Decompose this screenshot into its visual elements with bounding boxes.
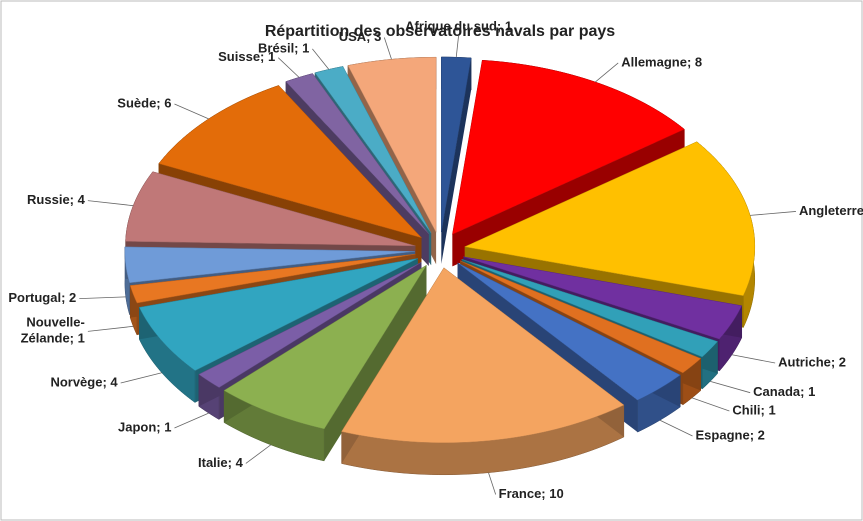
leader-line [710, 380, 751, 394]
data-label: Brésil; 1 [258, 40, 309, 55]
slice [347, 56, 437, 233]
leader-line [312, 48, 330, 70]
data-label: Canada; 1 [753, 384, 815, 399]
leader-line [87, 200, 134, 207]
data-label: Nouvelle-Zélande; 1 [21, 315, 85, 346]
slice [198, 262, 422, 388]
label-line: Nouvelle- [26, 315, 85, 330]
data-label: Chili; 1 [732, 402, 775, 417]
data-label: Afrique du sud; 1 [405, 19, 512, 34]
slice [125, 171, 416, 247]
slice [452, 59, 685, 235]
leader-line [659, 419, 693, 437]
data-label: Suède; 6 [117, 95, 171, 110]
leader-line [731, 354, 776, 364]
leader-line [488, 472, 497, 495]
leader-line [174, 103, 209, 120]
data-label: Japon; 1 [118, 419, 171, 434]
slice [460, 260, 702, 374]
leader-line [277, 57, 300, 78]
data-label: Russie; 4 [27, 192, 86, 207]
data-label: Espagne; 2 [696, 427, 765, 442]
slice [158, 85, 423, 239]
slice [441, 56, 472, 233]
slice-side [198, 262, 422, 407]
leader-line [594, 62, 619, 83]
leader-line [245, 444, 272, 464]
slice-side [441, 57, 472, 265]
leader-line [120, 372, 162, 384]
data-label: Angleterre et UK; 9 [799, 203, 863, 218]
data-label: Autriche; 2 [778, 354, 846, 369]
label-line: Zélande; 1 [21, 331, 85, 346]
leader-line [174, 412, 209, 429]
data-label: USA; 3 [339, 29, 382, 44]
slice [129, 253, 416, 304]
slice [463, 256, 743, 340]
data-label: Italie; 4 [198, 455, 244, 470]
slice [138, 258, 418, 371]
data-label: Portugal; 2 [8, 290, 76, 305]
slice [223, 264, 427, 430]
slice-side [324, 265, 427, 461]
leader-line [455, 35, 460, 58]
data-label: Suisse; 1 [218, 49, 275, 64]
slice [124, 246, 415, 284]
leader-line [79, 296, 126, 299]
slice [285, 73, 429, 235]
slice [314, 66, 432, 234]
leader-line [383, 37, 392, 60]
slice [461, 259, 719, 358]
data-label: Allemagne; 8 [621, 54, 702, 69]
slice [341, 267, 625, 444]
slice [457, 262, 681, 401]
data-label: Norvège; 4 [50, 374, 118, 389]
leader-line [750, 211, 796, 216]
data-label: France; 10 [499, 486, 564, 501]
chart-title: Répartition des observatoires navals par… [265, 23, 615, 40]
leader-line [691, 397, 730, 412]
leader-line [87, 325, 134, 332]
